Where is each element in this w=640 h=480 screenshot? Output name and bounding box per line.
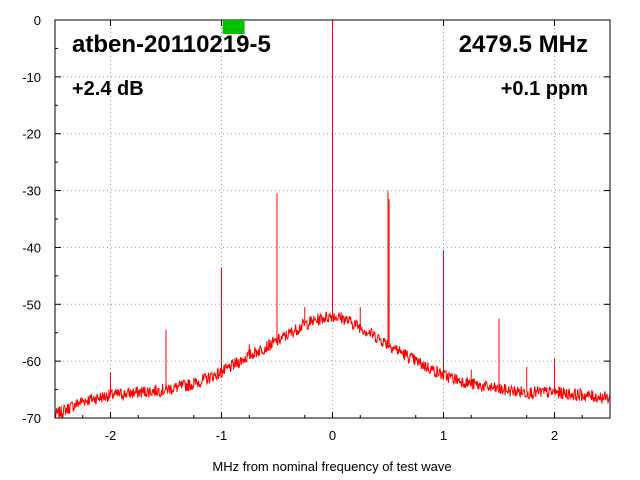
marker-layer (222, 20, 245, 34)
device-label: atben-20110219-5 (72, 31, 271, 58)
plot-border (54, 19, 611, 419)
x-tick-label: -2 (105, 428, 117, 443)
y-tick-label: -20 (22, 127, 41, 142)
channel-marker (222, 20, 245, 34)
x-tick-label: 0 (329, 428, 336, 443)
y-tick-label: -40 (22, 240, 41, 255)
y-tick-label: -10 (22, 70, 41, 85)
x-tick-label: 1 (440, 428, 447, 443)
y-tick-label: -60 (22, 354, 41, 369)
axis-ticks: -2 -1 0 1 20-10-20-30-40-50-60-70 (22, 13, 610, 443)
y-tick-label: -50 (22, 297, 41, 312)
y-tick-label: 0 (34, 13, 41, 28)
series-layer (54, 20, 611, 419)
gain-label: +2.4 dB (72, 78, 144, 100)
ppm-label: +0.1 ppm (501, 78, 588, 100)
x-axis-label: MHz from nominal frequency of test wave (212, 459, 451, 474)
x-tick-label: 2 (551, 428, 558, 443)
frequency-label: 2479.5 MHz (459, 31, 588, 58)
x-tick-label: -1 (216, 428, 228, 443)
y-tick-label: -70 (22, 411, 41, 426)
y-tick-label: -30 (22, 184, 41, 199)
